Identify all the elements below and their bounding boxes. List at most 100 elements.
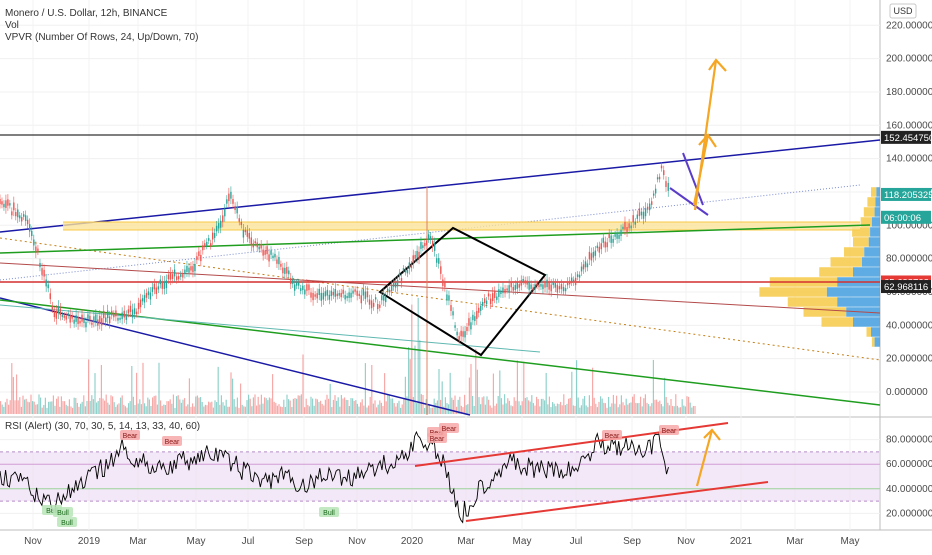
candle-body <box>430 236 431 240</box>
volume-bar <box>502 405 503 414</box>
candle-body <box>0 199 1 204</box>
candle-body <box>170 273 171 280</box>
candle-body <box>150 293 151 300</box>
volume-bar <box>310 397 311 414</box>
volume-bar <box>632 397 633 414</box>
currency-button[interactable]: USD <box>890 4 916 18</box>
volume-bar <box>680 407 681 414</box>
volume-bar <box>450 373 451 414</box>
volume-bar <box>637 403 638 414</box>
candle-body <box>585 261 586 267</box>
volume-bar <box>606 408 607 414</box>
candle-body <box>504 289 505 293</box>
volume-bar <box>325 400 326 414</box>
volume-bar <box>107 403 108 414</box>
candle-body <box>387 289 388 292</box>
volume-bar <box>392 398 393 414</box>
candle-body <box>282 268 283 274</box>
volume-bar <box>374 400 375 414</box>
volume-bar <box>307 405 308 414</box>
candle-body <box>140 300 141 308</box>
candle-body <box>663 170 664 175</box>
candle-body <box>272 256 273 258</box>
volume-bar <box>96 403 97 414</box>
volume-bar <box>330 384 331 414</box>
volume-bar <box>2 405 3 414</box>
volume-bar <box>451 398 452 414</box>
candle-body <box>202 245 203 250</box>
candle-body <box>610 235 611 242</box>
volume-bar <box>147 398 148 414</box>
candle-body <box>482 302 483 306</box>
volume-bar <box>544 400 545 414</box>
volume-bar <box>67 406 68 414</box>
candle-body <box>624 222 625 229</box>
volume-bar <box>528 400 529 414</box>
volume-bar <box>525 398 526 414</box>
candle-body <box>571 278 572 282</box>
volume-bar <box>358 407 359 414</box>
volume-bar <box>587 407 588 414</box>
candle-body <box>152 287 153 292</box>
volume-bar <box>510 405 511 414</box>
volume-bar <box>262 404 263 414</box>
signal-label: Bear <box>442 426 457 433</box>
candle-body <box>11 211 12 215</box>
time-tick-label: Jul <box>570 536 583 547</box>
candle-body <box>389 290 390 292</box>
signal-label: Bull <box>323 510 335 517</box>
candle-body <box>247 230 248 237</box>
time-tick-label: Jul <box>242 536 255 547</box>
volume-bar <box>490 405 491 414</box>
candle-body <box>327 290 328 296</box>
volume-bar <box>126 408 127 414</box>
candle-body <box>428 234 429 238</box>
volume-bar <box>283 400 284 414</box>
volume-bar <box>75 398 76 414</box>
candle-body <box>521 280 522 285</box>
volume-bar <box>85 406 86 414</box>
candle-body <box>411 265 412 268</box>
candle-body <box>126 315 127 320</box>
volume-bar <box>491 408 492 414</box>
volume-bar <box>597 407 598 414</box>
volume-bar <box>464 395 465 414</box>
candle-body <box>354 289 355 291</box>
candle-body <box>52 306 53 310</box>
volume-bar <box>134 405 135 414</box>
candle-body <box>460 331 461 337</box>
candle-body <box>19 215 20 218</box>
volume-bar <box>643 398 644 414</box>
candle-body <box>158 286 159 289</box>
candle-body <box>45 279 46 286</box>
volume-bar <box>664 378 665 414</box>
candle-body <box>182 273 183 277</box>
candle-body <box>226 199 227 203</box>
candle-body <box>148 291 149 295</box>
price-tick-label: 200.000000 <box>886 54 932 65</box>
candle-body <box>377 304 378 309</box>
candle-body <box>645 208 646 216</box>
candle-body <box>579 275 580 278</box>
candle-body <box>278 257 279 264</box>
volume-bar <box>658 402 659 414</box>
volume-bar <box>98 401 99 414</box>
volume-bar <box>208 402 209 414</box>
volume-bar <box>530 402 531 414</box>
volume-bar <box>509 401 510 414</box>
candle-body <box>488 293 489 296</box>
volume-bar <box>290 401 291 414</box>
volume-bar <box>38 394 39 414</box>
candle-body <box>60 308 61 315</box>
volume-bar <box>286 395 287 414</box>
candle-body <box>142 298 143 301</box>
volume-bar <box>30 395 31 414</box>
volume-bar <box>670 399 671 414</box>
candle-body <box>168 275 169 280</box>
candle-body <box>639 208 640 216</box>
volume-bar <box>69 399 70 414</box>
volume-bar <box>19 397 20 414</box>
price-tag-label: 152.454750 <box>884 133 932 144</box>
candle-body <box>635 222 636 225</box>
